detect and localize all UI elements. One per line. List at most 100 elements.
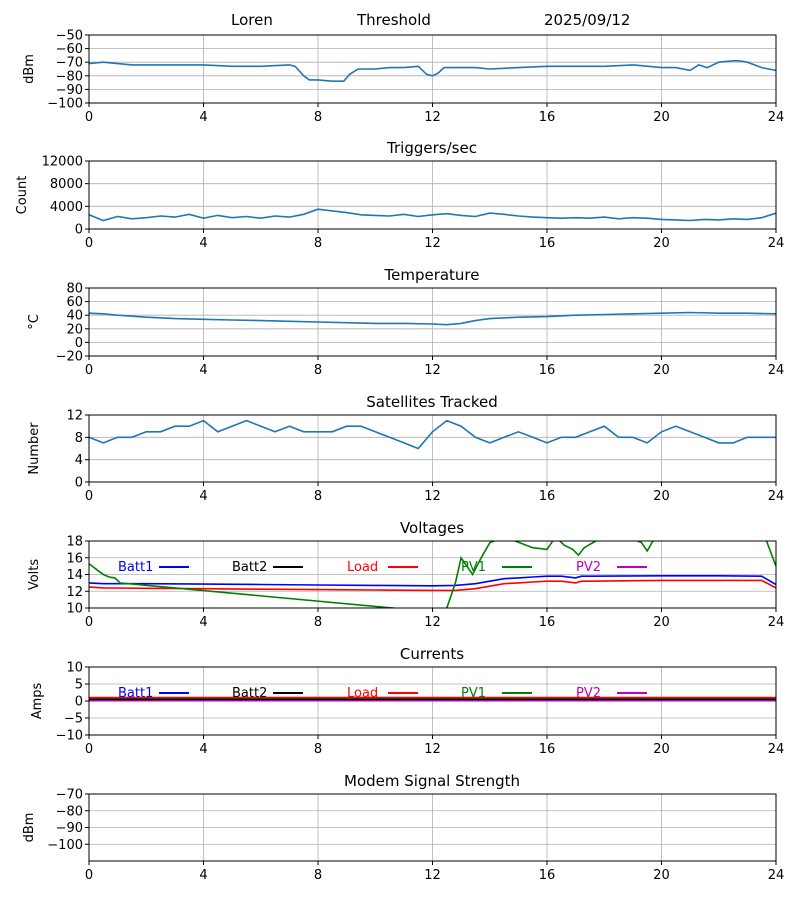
chart-panel-7: 0 4 8 12 16 20 24 −100 −90 −80−70 dBm Modem Signal … [22, 772, 784, 883]
chart-panel-2: 0 4 8 12 16 20 24 0 4000 8000 12000 Count Triggers/s… [15, 139, 784, 251]
y-tick-label: 8 [75, 431, 83, 446]
x-tick-label: 4 [199, 615, 207, 630]
x-tick-label: 16 [539, 236, 556, 251]
y-tick-label: 60 [66, 295, 83, 310]
y-tick-label: 40 [66, 309, 83, 324]
y-tick-label: 20 [66, 322, 83, 337]
x-tick-label: 12 [424, 110, 441, 125]
x-tick-label: 24 [768, 363, 785, 378]
x-tick-label: 20 [653, 236, 670, 251]
y-tick-label: −80 [56, 804, 83, 819]
legend-label-pv2: PV2 [576, 560, 601, 575]
legend-label-pv1: PV1 [461, 686, 486, 701]
x-tick-label: 16 [539, 489, 556, 504]
y-tick-label: 0 [75, 695, 83, 710]
x-tick-label: 8 [314, 236, 322, 251]
y-tick-label: 4 [75, 453, 83, 468]
x-tick-label: 16 [539, 868, 556, 883]
y-axis-label: dBm [22, 54, 37, 84]
y-tick-label: −70 [56, 788, 83, 803]
y-tick-label: −70 [56, 56, 83, 71]
y-tick-label: 12 [66, 409, 83, 424]
x-tick-label: 4 [199, 868, 207, 883]
x-tick-label: 8 [314, 110, 322, 125]
site-name: Loren [231, 11, 273, 29]
x-tick-label: 4 [199, 363, 207, 378]
chart-title: Modem Signal Strength [344, 772, 520, 790]
x-tick-label: 8 [314, 868, 322, 883]
x-tick-label: 12 [424, 615, 441, 630]
x-tick-label: 20 [653, 110, 670, 125]
x-tick-label: 0 [85, 489, 93, 504]
legend-label-batt2: Batt2 [232, 686, 267, 701]
x-tick-label: 20 [653, 363, 670, 378]
x-tick-label: 12 [424, 742, 441, 757]
x-tick-label: 0 [85, 615, 93, 630]
x-tick-label: 0 [85, 742, 93, 757]
y-axis-label: Count [15, 176, 30, 215]
chart-title: Currents [400, 645, 464, 663]
y-tick-label: −100 [47, 97, 83, 112]
x-tick-label: 4 [199, 236, 207, 251]
chart-title: Satellites Tracked [366, 393, 497, 411]
series-line-load [89, 579, 776, 592]
y-tick-label: −60 [56, 42, 83, 57]
y-tick-label: −5 [64, 712, 83, 727]
y-tick-label: 0 [75, 336, 83, 351]
legend-label-pv1: PV1 [461, 560, 486, 575]
x-tick-label: 8 [314, 615, 322, 630]
legend-label-batt1: Batt1 [118, 686, 153, 701]
series-line-1 [89, 59, 776, 82]
y-tick-label: 5 [75, 678, 83, 693]
y-tick-label: −100 [47, 838, 83, 853]
x-tick-label: 0 [85, 236, 93, 251]
x-tick-label: 16 [539, 742, 556, 757]
x-tick-label: 20 [653, 615, 670, 630]
x-tick-label: 16 [539, 110, 556, 125]
y-tick-label: 4000 [50, 200, 83, 215]
y-tick-label: 10 [66, 602, 83, 617]
legend-label-load: Load [347, 560, 378, 575]
y-tick-label: −50 [56, 29, 83, 44]
series-line-pv1 [89, 541, 776, 608]
chart-title: Triggers/sec [386, 139, 477, 157]
y-tick-label: 18 [66, 535, 83, 550]
x-tick-label: 16 [539, 615, 556, 630]
legend-label-load: Load [347, 686, 378, 701]
x-tick-label: 4 [199, 742, 207, 757]
x-tick-label: 0 [85, 868, 93, 883]
y-axis-label: Volts [27, 559, 42, 591]
legend-label-pv2: PV2 [576, 686, 601, 701]
y-axis-label: Number [27, 422, 42, 475]
trigger-mode: Threshold [357, 11, 431, 29]
x-tick-label: 12 [424, 236, 441, 251]
chart-title: Voltages [400, 519, 464, 537]
y-tick-label: 10 [66, 661, 83, 676]
y-tick-label: 8000 [50, 177, 83, 192]
y-tick-label: −80 [56, 69, 83, 84]
y-axis-label: °C [27, 314, 42, 330]
x-tick-label: 24 [768, 615, 785, 630]
x-tick-label: 20 [653, 868, 670, 883]
x-tick-label: 8 [314, 489, 322, 504]
x-tick-label: 12 [424, 363, 441, 378]
x-tick-label: 24 [768, 742, 785, 757]
x-tick-label: 20 [653, 489, 670, 504]
x-tick-label: 24 [768, 236, 785, 251]
series-line-1 [89, 419, 776, 450]
y-tick-label: 80 [66, 282, 83, 297]
x-tick-label: 4 [199, 489, 207, 504]
x-tick-label: 24 [768, 868, 785, 883]
y-tick-label: −90 [56, 83, 83, 98]
y-axis-label: Amps [30, 682, 45, 719]
y-tick-label: −90 [56, 821, 83, 836]
record-date: 2025/09/12 [544, 11, 631, 29]
x-tick-label: 4 [199, 110, 207, 125]
chart-title: Temperature [383, 266, 479, 284]
x-tick-label: 24 [768, 489, 785, 504]
x-tick-label: 16 [539, 363, 556, 378]
